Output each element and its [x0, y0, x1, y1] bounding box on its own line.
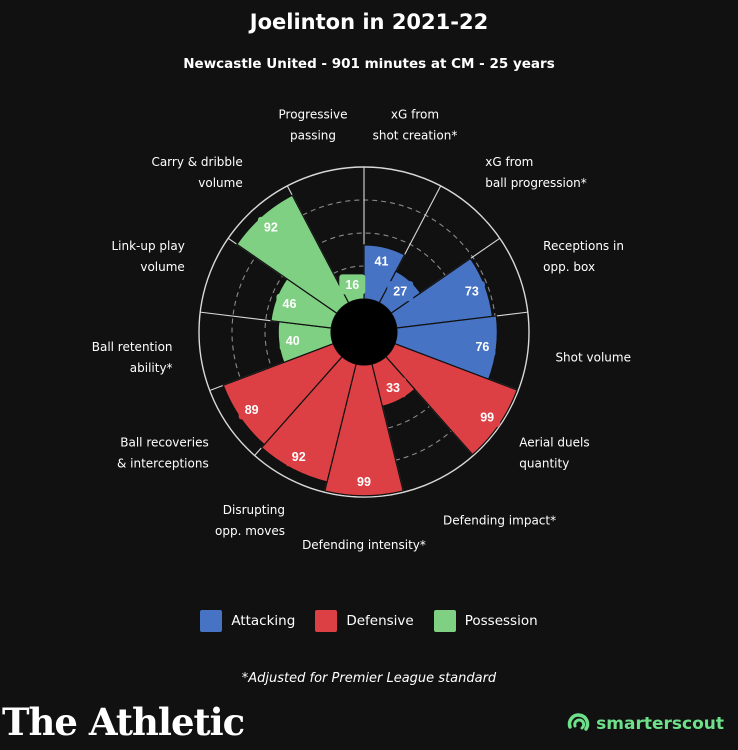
value-badge-bg-6 [380, 377, 407, 398]
category-label-7-line-1: Defending intensity* [302, 538, 426, 552]
category-label-10-line-2: ability* [130, 361, 173, 375]
smarterscout-icon [567, 713, 590, 731]
value-badge-bg-4 [469, 336, 496, 357]
footnote: *Adjusted for Premier League standard [241, 671, 497, 686]
value-badge-bg-12 [257, 216, 284, 237]
category-label-5-line-1: Aerial duels [519, 435, 589, 449]
legend-item-possession: Possession [433, 610, 538, 632]
category-label-13-line-2: passing [290, 129, 336, 143]
category-label-6-line-1: Defending impact* [443, 514, 556, 528]
category-label-3-line-1: Receptions in [543, 239, 624, 253]
smarterscout-logo: smarterscout [566, 711, 724, 737]
category-label-5-line-2: quantity [519, 456, 569, 470]
value-label-7: 99 [357, 475, 371, 489]
value-label-11: 46 [283, 297, 297, 311]
category-label-1-line-2: shot creation* [373, 129, 458, 143]
category-label-2-line-2: ball progression* [485, 176, 587, 190]
value-label-2: 27 [393, 285, 407, 299]
category-label-2-line-1: xG from [485, 155, 533, 169]
category-label-4-line-1: Shot volume [555, 351, 631, 365]
category-label-3-line-2: opp. box [543, 260, 595, 274]
legend-item-defensive: Defensive [315, 610, 414, 632]
value-label-10: 40 [286, 334, 300, 348]
legend-swatch-defensive [315, 610, 338, 632]
chart-legend: Attacking Defensive Possession [0, 610, 738, 632]
polar-chart: 41 27 73 76 99 33 99 92 89 40 46 92 16 xG from shot cr… [92, 108, 631, 552]
legend-swatch-possession [433, 610, 456, 632]
value-badge-bg-5 [474, 407, 501, 428]
category-label-10-line-1: Ball retention [92, 340, 173, 354]
legend-swatch-attacking [200, 610, 223, 632]
chart-center-hole [331, 299, 397, 365]
category-label-8-line-1: Disrupting [223, 503, 285, 517]
value-badge-bg-10 [279, 330, 306, 351]
value-label-6: 33 [386, 381, 400, 395]
value-badge-bg-3 [458, 281, 485, 302]
category-label-9-line-1: Ball recoveries [120, 435, 208, 449]
value-badge-bg-13 [339, 274, 366, 295]
value-badge-bg-9 [238, 399, 265, 420]
category-label-12-line-2: volume [198, 176, 242, 190]
legend-label-defensive: Defensive [346, 613, 414, 629]
value-label-1: 41 [375, 255, 389, 269]
value-label-5: 99 [480, 411, 494, 425]
category-label-8-line-2: opp. moves [215, 524, 285, 538]
value-badge-bg-1 [368, 251, 395, 272]
legend-label-attacking: Attacking [231, 613, 296, 629]
value-badge-bg-7 [351, 471, 377, 492]
value-label-4: 76 [475, 340, 489, 354]
value-badge-bg-2 [387, 281, 414, 302]
value-label-3: 73 [465, 285, 479, 299]
smarterscout-label: smarterscout [596, 714, 724, 734]
category-label-13-line-1: Progressive [279, 108, 348, 122]
the-athletic-logo: The Athletic [2, 700, 245, 744]
value-badge-bg-8 [285, 446, 312, 467]
value-label-8: 92 [292, 450, 306, 464]
value-label-12: 92 [264, 220, 278, 234]
category-label-9-line-2: & interceptions [117, 456, 209, 470]
chart-title: Joelinton in 2021-22 [249, 10, 489, 34]
category-label-1-line-1: xG from [391, 108, 439, 122]
category-label-12-line-1: Carry & dribble [151, 155, 242, 169]
category-label-11-line-2: volume [140, 260, 184, 274]
category-label-11-line-1: Link-up play [111, 239, 184, 253]
legend-item-attacking: Attacking [200, 610, 295, 632]
value-label-9: 89 [245, 403, 259, 417]
value-label-13: 16 [345, 278, 359, 292]
value-badge-bg-11 [276, 293, 303, 314]
legend-label-possession: Possession [464, 613, 538, 629]
chart-subtitle: Newcastle United - 901 minutes at CM - 2… [183, 56, 555, 72]
